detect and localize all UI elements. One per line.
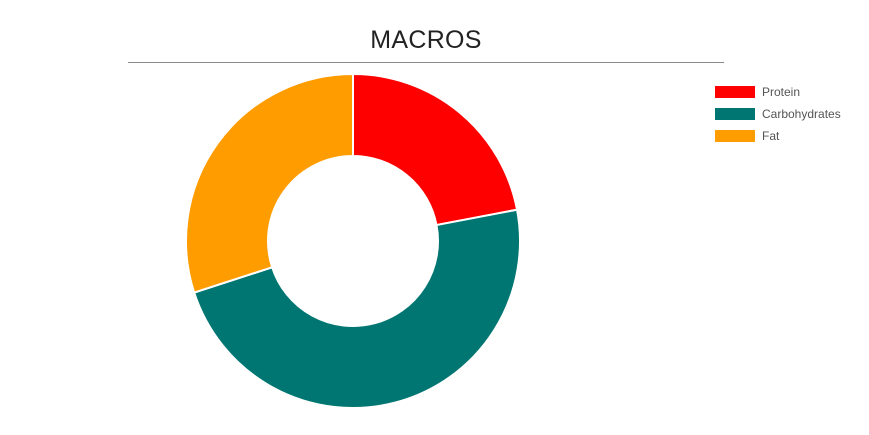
legend-item-protein[interactable]: Protein <box>715 81 841 103</box>
chart-legend: Protein Carbohydrates Fat <box>715 81 841 147</box>
legend-swatch-carbohydrates <box>715 108 755 120</box>
legend-label-protein: Protein <box>762 85 801 99</box>
legend-item-carbohydrates[interactable]: Carbohydrates <box>715 103 841 125</box>
title-divider <box>128 62 724 63</box>
legend-item-fat[interactable]: Fat <box>715 125 841 147</box>
donut-slice-protein[interactable] <box>352 72 519 227</box>
legend-label-carbohydrates: Carbohydrates <box>762 107 841 121</box>
legend-swatch-protein <box>715 86 755 98</box>
legend-label-fat: Fat <box>762 129 780 143</box>
donut-slice-fat[interactable] <box>185 72 354 294</box>
chart-title: MACROS <box>370 26 482 54</box>
legend-swatch-fat <box>715 130 755 142</box>
donut-slice-carbohydrates[interactable] <box>192 208 521 409</box>
